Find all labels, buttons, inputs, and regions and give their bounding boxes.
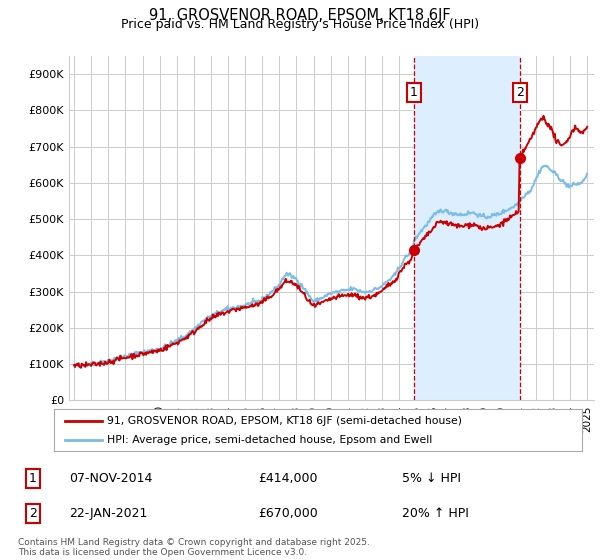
- HPI: Average price, semi-detached house, Epsom and Ewell: (2.02e+03, 5.1e+05): Average price, semi-detached house, Epso…: [458, 212, 465, 219]
- HPI: Average price, semi-detached house, Epsom and Ewell: (2e+03, 2.23e+05): Average price, semi-detached house, Epso…: [203, 316, 211, 323]
- Text: 5% ↓ HPI: 5% ↓ HPI: [402, 472, 461, 486]
- HPI: Average price, semi-detached house, Epsom and Ewell: (2e+03, 1.51e+05): Average price, semi-detached house, Epso…: [162, 342, 169, 349]
- 91, GROSVENOR ROAD, EPSOM, KT18 6JF (semi-detached house): [304, 297, 311, 304]
- 91, GROSVENOR ROAD, EPSOM, KT18 6JF (semi-detached house): [584, 123, 591, 130]
- Text: HPI: Average price, semi-detached house, Epsom and Ewell: HPI: Average price, semi-detached house,…: [107, 435, 432, 445]
- 91, GROSVENOR ROAD, EPSOM, KT18 6JF (semi-detached house): [414, 242, 421, 249]
- Text: Contains HM Land Registry data © Crown copyright and database right 2025.
This d: Contains HM Land Registry data © Crown c…: [18, 538, 370, 557]
- 91, GROSVENOR ROAD, EPSOM, KT18 6JF (semi-detached house): [374, 291, 381, 298]
- Text: 1: 1: [29, 472, 37, 486]
- Text: 1: 1: [410, 86, 418, 99]
- Text: Price paid vs. HM Land Registry's House Price Index (HPI): Price paid vs. HM Land Registry's House …: [121, 18, 479, 31]
- Text: £670,000: £670,000: [258, 507, 318, 520]
- Line: 91, GROSVENOR ROAD, EPSOM, KT18 6JF (semi-detached house): 91, GROSVENOR ROAD, EPSOM, KT18 6JF (sem…: [74, 116, 587, 368]
- 91, GROSVENOR ROAD, EPSOM, KT18 6JF (semi-detached house): [458, 222, 465, 229]
- 91, GROSVENOR ROAD, EPSOM, KT18 6JF (semi-detached house): [540, 113, 547, 119]
- Bar: [413, 56, 520, 400]
- Text: 07-NOV-2014: 07-NOV-2014: [69, 472, 152, 486]
- HPI: Average price, semi-detached house, Epsom and Ewell: (2.01e+03, 3e+05): Average price, semi-detached house, Epso…: [304, 288, 311, 295]
- 91, GROSVENOR ROAD, EPSOM, KT18 6JF (semi-detached house): [203, 315, 211, 321]
- HPI: Average price, semi-detached house, Epsom and Ewell: (2.02e+03, 6.26e+05): Average price, semi-detached house, Epso…: [584, 170, 591, 177]
- Text: 2: 2: [29, 507, 37, 520]
- Line: HPI: Average price, semi-detached house, Epsom and Ewell: HPI: Average price, semi-detached house,…: [74, 166, 587, 367]
- Text: 91, GROSVENOR ROAD, EPSOM, KT18 6JF (semi-detached house): 91, GROSVENOR ROAD, EPSOM, KT18 6JF (sem…: [107, 416, 462, 426]
- Text: 20% ↑ HPI: 20% ↑ HPI: [402, 507, 469, 520]
- HPI: Average price, semi-detached house, Epsom and Ewell: (2e+03, 9.21e+04): Average price, semi-detached house, Epso…: [82, 363, 89, 370]
- Text: 22-JAN-2021: 22-JAN-2021: [69, 507, 148, 520]
- Text: 2: 2: [515, 86, 524, 99]
- 91, GROSVENOR ROAD, EPSOM, KT18 6JF (semi-detached house): [162, 342, 169, 349]
- Text: £414,000: £414,000: [258, 472, 317, 486]
- HPI: Average price, semi-detached house, Epsom and Ewell: (2.01e+03, 3.09e+05): Average price, semi-detached house, Epso…: [374, 285, 381, 292]
- 91, GROSVENOR ROAD, EPSOM, KT18 6JF (semi-detached house): [71, 362, 78, 368]
- 91, GROSVENOR ROAD, EPSOM, KT18 6JF (semi-detached house): [77, 365, 85, 371]
- HPI: Average price, semi-detached house, Epsom and Ewell: (2.02e+03, 6.48e+05): Average price, semi-detached house, Epso…: [544, 162, 551, 169]
- HPI: Average price, semi-detached house, Epsom and Ewell: (2.02e+03, 4.53e+05): Average price, semi-detached house, Epso…: [414, 233, 421, 240]
- Text: 91, GROSVENOR ROAD, EPSOM, KT18 6JF: 91, GROSVENOR ROAD, EPSOM, KT18 6JF: [149, 8, 451, 24]
- HPI: Average price, semi-detached house, Epsom and Ewell: (2e+03, 9.75e+04): Average price, semi-detached house, Epso…: [71, 362, 78, 368]
